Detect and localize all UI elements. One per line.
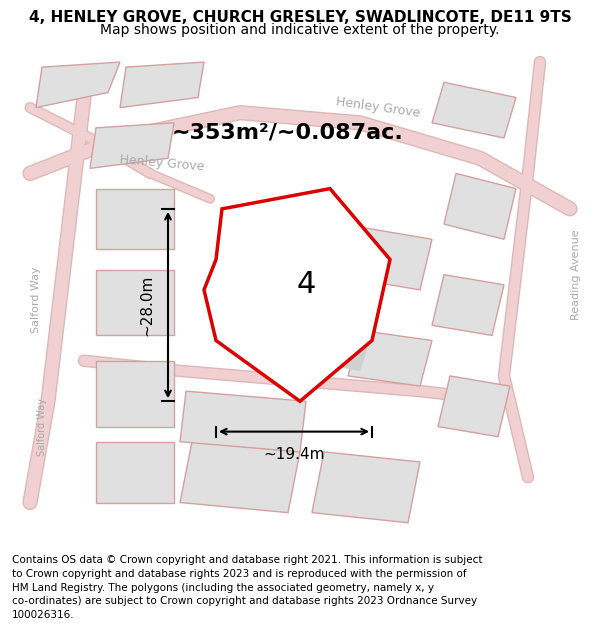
Text: ~28.0m: ~28.0m (139, 274, 155, 336)
Text: Salford Way: Salford Way (31, 267, 41, 333)
Text: Map shows position and indicative extent of the property.: Map shows position and indicative extent… (100, 22, 500, 36)
Text: Henley Grove: Henley Grove (119, 153, 205, 174)
Text: 4, HENLEY GROVE, CHURCH GRESLEY, SWADLINCOTE, DE11 9TS: 4, HENLEY GROVE, CHURCH GRESLEY, SWADLIN… (29, 10, 571, 25)
Text: Salford Way: Salford Way (37, 398, 47, 456)
Polygon shape (96, 442, 174, 503)
Polygon shape (432, 275, 504, 336)
Text: co-ordinates) are subject to Crown copyright and database rights 2023 Ordnance S: co-ordinates) are subject to Crown copyr… (12, 596, 477, 606)
Text: HM Land Registry. The polygons (including the associated geometry, namely x, y: HM Land Registry. The polygons (includin… (12, 582, 434, 592)
Polygon shape (90, 122, 174, 168)
Polygon shape (96, 269, 174, 336)
Polygon shape (96, 361, 174, 426)
Text: to Crown copyright and database rights 2023 and is reproduced with the permissio: to Crown copyright and database rights 2… (12, 569, 467, 579)
Text: 4: 4 (296, 270, 316, 299)
Polygon shape (96, 189, 174, 249)
Text: ~19.4m: ~19.4m (263, 447, 325, 462)
Text: 100026316.: 100026316. (12, 610, 74, 620)
Text: Henley Grove: Henley Grove (335, 95, 421, 120)
Polygon shape (240, 219, 372, 310)
Polygon shape (180, 391, 306, 452)
Polygon shape (438, 376, 510, 437)
Polygon shape (300, 325, 372, 371)
Polygon shape (444, 173, 516, 239)
Text: ~353m²/~0.087ac.: ~353m²/~0.087ac. (172, 123, 404, 143)
Polygon shape (348, 331, 432, 386)
Text: Reading Avenue: Reading Avenue (571, 229, 581, 320)
Polygon shape (120, 62, 204, 107)
Text: Contains OS data © Crown copyright and database right 2021. This information is : Contains OS data © Crown copyright and d… (12, 555, 482, 565)
Polygon shape (204, 189, 390, 401)
Polygon shape (432, 82, 516, 138)
Polygon shape (312, 452, 420, 522)
Polygon shape (330, 224, 432, 290)
Polygon shape (36, 62, 120, 107)
Polygon shape (180, 442, 300, 512)
